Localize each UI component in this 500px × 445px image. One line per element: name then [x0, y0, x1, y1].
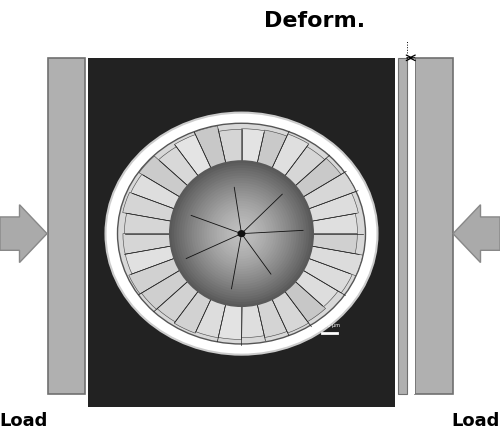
Ellipse shape [192, 183, 292, 284]
Circle shape [106, 113, 378, 355]
Wedge shape [123, 234, 209, 254]
Wedge shape [272, 239, 362, 276]
Circle shape [238, 230, 246, 237]
Ellipse shape [209, 201, 274, 267]
Ellipse shape [196, 188, 286, 279]
Wedge shape [272, 193, 358, 228]
FancyArrow shape [0, 205, 47, 263]
Ellipse shape [214, 206, 269, 262]
Ellipse shape [189, 181, 294, 287]
Ellipse shape [179, 170, 304, 297]
Ellipse shape [186, 178, 296, 289]
Wedge shape [142, 250, 218, 309]
Text: Deform.: Deform. [264, 11, 366, 31]
Ellipse shape [204, 196, 279, 271]
Ellipse shape [206, 198, 276, 269]
Wedge shape [260, 255, 326, 322]
Ellipse shape [169, 160, 314, 307]
Wedge shape [260, 146, 324, 213]
Bar [88, 58, 395, 407]
Ellipse shape [232, 223, 252, 244]
Ellipse shape [224, 216, 259, 251]
Wedge shape [269, 172, 356, 222]
Text: Load: Load [452, 412, 500, 429]
Wedge shape [242, 263, 264, 338]
Ellipse shape [226, 218, 256, 249]
Wedge shape [129, 245, 214, 294]
Wedge shape [274, 234, 357, 254]
Circle shape [118, 123, 366, 344]
Ellipse shape [174, 165, 309, 302]
Ellipse shape [212, 203, 272, 264]
Wedge shape [269, 245, 352, 293]
Wedge shape [218, 263, 242, 340]
FancyArrow shape [453, 205, 500, 263]
Ellipse shape [229, 221, 254, 246]
Bar [406, 58, 415, 394]
Wedge shape [254, 258, 308, 333]
Wedge shape [157, 255, 223, 322]
Ellipse shape [194, 186, 289, 282]
Bar [398, 58, 406, 394]
Ellipse shape [199, 190, 284, 277]
Wedge shape [242, 129, 264, 205]
Wedge shape [122, 192, 210, 228]
Ellipse shape [184, 175, 299, 292]
Bar [48, 58, 85, 394]
Wedge shape [139, 156, 218, 217]
Wedge shape [265, 158, 341, 217]
Wedge shape [174, 258, 229, 333]
Text: 1000 μm: 1000 μm [318, 324, 340, 328]
Wedge shape [194, 126, 235, 206]
Wedge shape [254, 134, 309, 209]
Wedge shape [265, 250, 338, 307]
Ellipse shape [202, 193, 281, 274]
Wedge shape [124, 213, 209, 234]
Wedge shape [174, 134, 229, 209]
Ellipse shape [234, 226, 249, 241]
Ellipse shape [222, 213, 262, 254]
Wedge shape [196, 261, 235, 338]
Ellipse shape [176, 168, 306, 299]
Bar [415, 58, 453, 394]
Ellipse shape [236, 229, 246, 239]
Wedge shape [158, 147, 223, 213]
Wedge shape [218, 129, 242, 205]
Text: Load: Load [0, 412, 48, 429]
Wedge shape [126, 239, 210, 274]
Wedge shape [274, 214, 357, 234]
Wedge shape [248, 130, 287, 206]
Ellipse shape [172, 163, 312, 304]
Ellipse shape [182, 173, 302, 295]
Ellipse shape [219, 211, 264, 256]
Ellipse shape [239, 231, 244, 236]
Ellipse shape [216, 208, 266, 259]
Wedge shape [131, 174, 214, 222]
Wedge shape [248, 261, 287, 337]
